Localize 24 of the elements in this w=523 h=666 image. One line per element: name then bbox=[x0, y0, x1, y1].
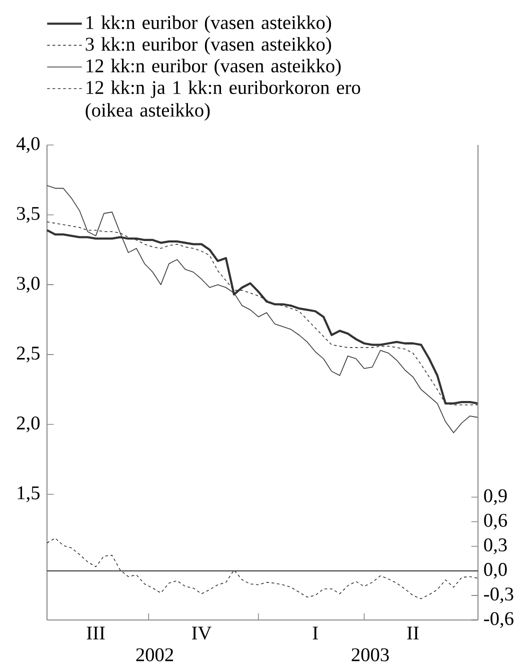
y2-tick-label: -0,3 bbox=[484, 588, 514, 604]
y2-tick-label: -0,6 bbox=[484, 612, 514, 628]
y-tick-label: 2,0 bbox=[16, 416, 40, 432]
y2-tick-label: 0,3 bbox=[484, 538, 507, 554]
line-series bbox=[46, 185, 478, 434]
x-tick-label: I bbox=[312, 626, 318, 640]
y-tick-label: 3,5 bbox=[17, 206, 40, 223]
x-tick-label: III bbox=[86, 626, 105, 640]
y2-tick-label: 0,0 bbox=[484, 562, 507, 579]
text: 2002 bbox=[136, 648, 174, 662]
y2-tick-label: 0,6 bbox=[484, 514, 507, 530]
legend-label: 3 kk:n euribor (vasen asteikko) bbox=[86, 37, 332, 55]
text: 2003 bbox=[352, 648, 389, 662]
line-series bbox=[46, 538, 478, 600]
y-tick-label: 3,0 bbox=[17, 276, 40, 293]
y-tick-label: 2,5 bbox=[16, 346, 40, 362]
legend-label: 12 kk:n euribor (vasen asteikko) bbox=[86, 58, 341, 76]
legend-label: 12 kk:n ja 1 kk:n euriborkoron ero (oikea asteikko) bbox=[86, 80, 360, 121]
legend-label: 1 kk:n euribor (vasen asteikko) bbox=[86, 16, 332, 34]
x-tick-label: IV bbox=[192, 626, 212, 640]
y-tick-label: 1,5 bbox=[18, 486, 40, 502]
y-tick-label: 4,0 bbox=[16, 137, 40, 153]
y2-tick-label: 0,9 bbox=[484, 489, 507, 506]
x-tick-label: II bbox=[407, 626, 419, 640]
